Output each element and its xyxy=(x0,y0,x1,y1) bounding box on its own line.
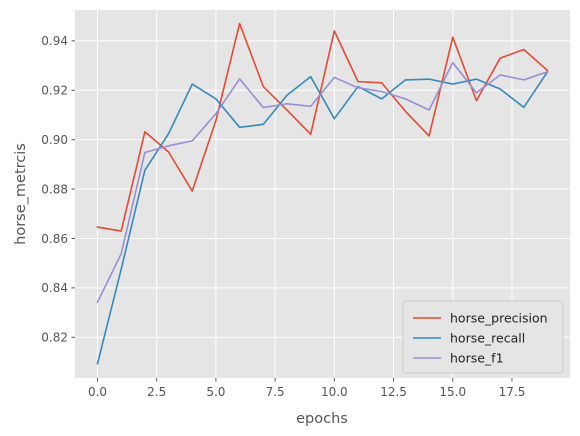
y-axis-ticks: 0.82 0.84 0.86 0.88 0.90 0.92 0.94 xyxy=(41,34,75,345)
y-axis-title: horse_metrcis xyxy=(13,143,29,245)
y-tick-label: 0.86 xyxy=(41,232,68,246)
legend-label-f1: horse_f1 xyxy=(450,351,504,366)
legend: horse_precision horse_recall horse_f1 xyxy=(402,300,564,374)
y-tick-label: 0.92 xyxy=(41,84,68,98)
series-line-precision xyxy=(96,22,549,232)
legend-label-precision: horse_precision xyxy=(450,311,548,326)
x-tick-label: 10.0 xyxy=(321,385,348,399)
x-axis-title: epochs xyxy=(296,411,348,427)
y-tick-label: 0.94 xyxy=(41,34,68,48)
x-tick-label: 5.0 xyxy=(206,385,225,399)
y-tick-label: 0.90 xyxy=(41,133,68,147)
x-tick-label: 12.5 xyxy=(380,385,407,399)
series-line-f1 xyxy=(96,61,549,304)
grid xyxy=(75,10,570,378)
x-tick-label: 2.5 xyxy=(147,385,166,399)
series-lines xyxy=(96,22,549,365)
series-line-recall xyxy=(96,70,549,365)
legend-label-recall: horse_recall xyxy=(450,331,525,346)
y-tick-label: 0.84 xyxy=(41,281,68,295)
y-tick-label: 0.82 xyxy=(41,331,68,345)
y-tick-label: 0.88 xyxy=(41,182,68,196)
x-tick-label: 15.0 xyxy=(439,385,466,399)
x-tick-label: 0.0 xyxy=(88,385,107,399)
x-tick-label: 7.5 xyxy=(266,385,285,399)
x-axis-ticks: 0.0 2.5 5.0 7.5 10.0 12.5 15.0 17.5 xyxy=(88,378,525,399)
x-tick-label: 17.5 xyxy=(499,385,526,399)
legend-box xyxy=(402,300,564,374)
